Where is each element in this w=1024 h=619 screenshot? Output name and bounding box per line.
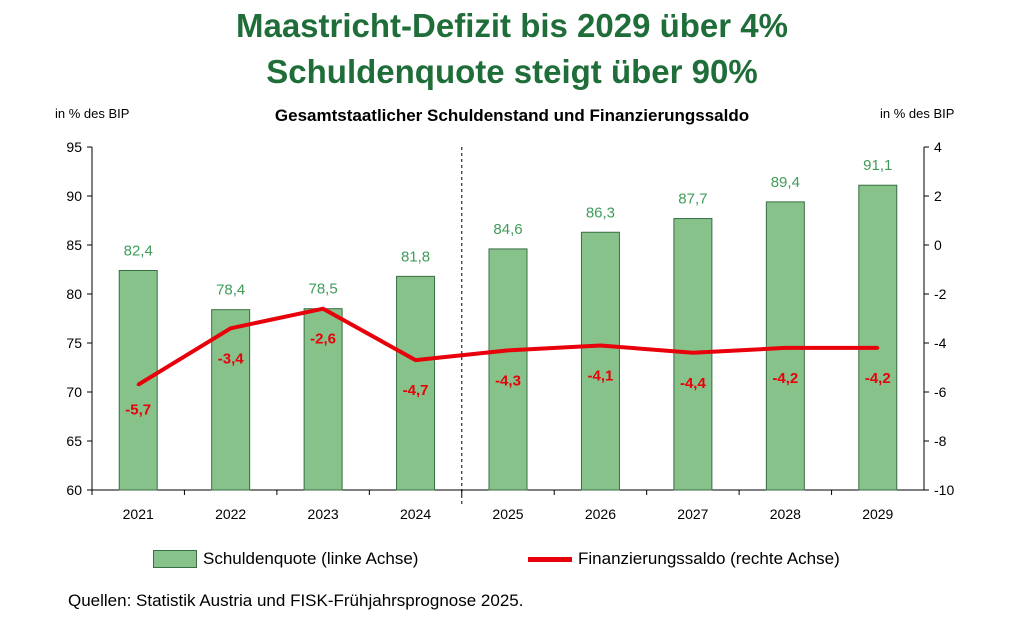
balance-point [229,326,233,330]
right-tick-label: -4 [934,335,947,351]
right-tick-label: 2 [934,188,942,204]
x-tick-label: 2027 [677,506,708,522]
left-tick-label: 70 [66,384,82,400]
balance-label: -2,6 [310,331,336,348]
right-tick-label: -10 [934,482,954,498]
legend-label-balance: Finanzierungssaldo (rechte Achse) [578,549,840,568]
left-tick-label: 60 [66,482,82,498]
debt-bar [211,309,251,491]
x-tick-label: 2023 [308,506,339,522]
x-tick-label: 2025 [492,506,523,522]
debt-bar [303,308,343,491]
right-tick-label: -2 [934,286,947,302]
headline-line-2: Schuldenquote steigt über 90% [266,53,758,90]
left-tick-label: 80 [66,286,82,302]
legend-item-debt: Schuldenquote (linke Achse) [153,549,418,569]
balance-label: -4,7 [403,382,429,399]
balance-point [414,358,418,362]
debt-bar [118,269,158,491]
left-axis-unit: in % des BIP [55,106,130,121]
right-tick-label: -6 [934,384,947,400]
balance-point [506,348,510,352]
balance-label: -4,3 [495,372,521,389]
x-tick-label: 2021 [123,506,154,522]
left-tick-label: 85 [66,237,82,253]
debt-bar-label: 86,3 [586,204,615,221]
legend-bar-swatch [153,550,197,568]
headline-line-1: Maastricht-Defizit bis 2029 über 4% [235,7,788,44]
balance-label: -3,4 [218,350,245,367]
right-tick-label: -8 [934,433,947,449]
left-tick-label: 65 [66,433,82,449]
left-tick-label: 75 [66,335,82,351]
right-tick-label: 0 [934,237,942,253]
debt-bar-label: 89,4 [771,174,800,191]
chart-canvas: 60 65 70 75 80 85 90 95 -10 -8 -6 -4 -2 0 2 4 2021 2022 20… [66,139,954,522]
right-tick-label: 4 [934,139,942,155]
balance-point [321,307,325,311]
balance-point [691,351,695,355]
x-tick-label: 2029 [862,506,893,522]
debt-bar [396,275,436,491]
debt-bar [580,231,620,491]
legend-line-swatch [528,556,572,562]
balance-point [783,346,787,350]
left-tick-label: 90 [66,188,82,204]
debt-bar-label: 91,1 [863,157,892,174]
x-tick-label: 2022 [215,506,246,522]
balance-label: -5,7 [125,402,151,419]
source-note: Quellen: Statistik Austria und FISK-Früh… [68,591,524,610]
balance-label: -4,2 [772,370,798,387]
balance-point [136,383,140,387]
x-tick-label: 2024 [400,506,431,522]
debt-bar-label: 81,8 [401,248,430,265]
balance-point [598,343,602,347]
balance-label: -4,1 [588,367,614,384]
balance-label: -4,2 [865,370,891,387]
debt-bar-label: 84,6 [493,221,522,238]
left-tick-label: 95 [66,139,82,155]
right-axis-unit: in % des BIP [880,106,955,121]
legend-label-debt: Schuldenquote (linke Achse) [203,549,419,568]
chart-title: Gesamtstaatlicher Schuldenstand und Fina… [274,106,750,125]
debt-bar [858,184,898,491]
debt-bar-label: 87,7 [678,191,707,208]
balance-label: -4,4 [680,375,707,392]
debt-bar-label: 82,4 [124,242,153,259]
debt-bar-label: 78,4 [216,282,245,299]
debt-bar [488,248,528,491]
x-tick-label: 2028 [770,506,801,522]
debt-bar-label: 78,5 [309,281,338,298]
legend-item-balance: Finanzierungssaldo (rechte Achse) [528,549,840,569]
balance-point [876,346,880,350]
x-tick-label: 2026 [585,506,616,522]
